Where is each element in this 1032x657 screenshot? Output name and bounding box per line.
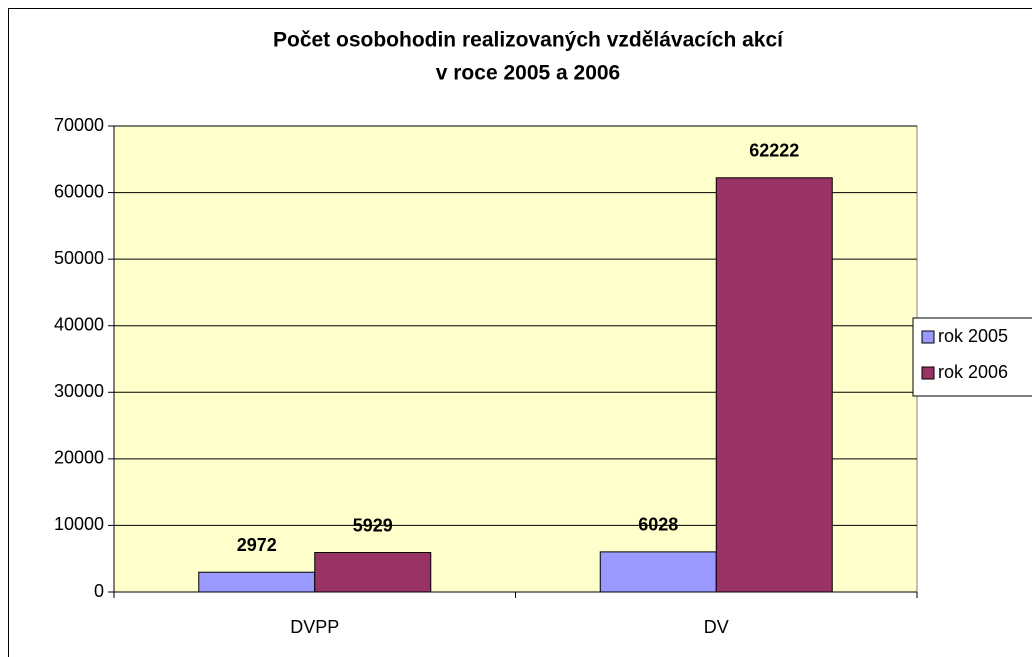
chart-title: v roce 2005 a 2006 (436, 62, 621, 85)
y-tick-label: 40000 (54, 314, 104, 334)
value-label: 5929 (353, 515, 393, 535)
legend-label: rok 2005 (938, 326, 1008, 346)
bar (715, 177, 833, 593)
value-label: 2972 (237, 535, 277, 555)
y-tick-label: 30000 (54, 381, 104, 401)
bar (314, 552, 432, 593)
y-tick-label: 20000 (54, 448, 104, 468)
legend-label: rok 2006 (938, 362, 1008, 382)
y-tick-label: 10000 (54, 514, 104, 534)
value-label: 6028 (638, 515, 678, 535)
x-tick-label: DV (704, 617, 729, 637)
bar (198, 571, 316, 593)
value-label: 62222 (749, 141, 799, 161)
y-tick-label: 50000 (54, 248, 104, 268)
bar (599, 551, 717, 593)
y-tick-label: 60000 (54, 181, 104, 201)
legend-swatch (921, 366, 935, 380)
y-tick-label: 0 (94, 581, 104, 601)
legend-swatch (921, 330, 935, 344)
y-tick-label: 70000 (54, 115, 104, 135)
x-tick-label: DVPP (290, 617, 339, 637)
chart-title: Počet osobohodin realizovaných vzdělávac… (273, 29, 784, 52)
